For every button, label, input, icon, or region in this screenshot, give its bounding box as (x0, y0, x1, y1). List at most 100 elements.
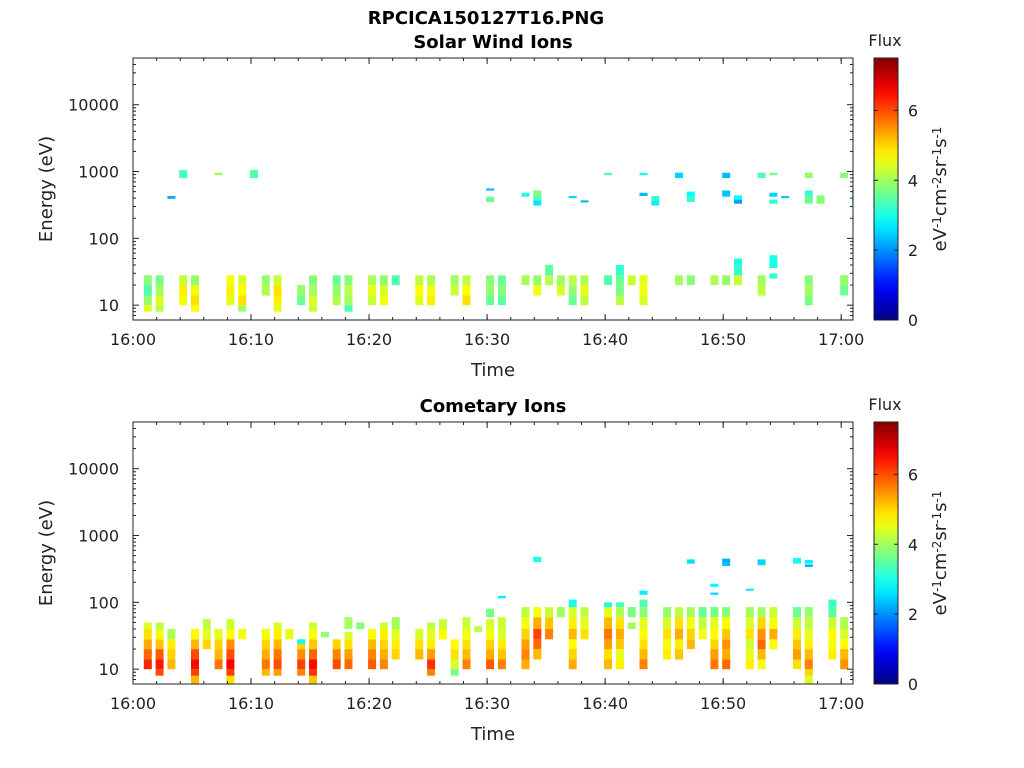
spectrogram-cell (261, 275, 270, 286)
spectrogram-cell (840, 285, 849, 296)
unit-exponent: -2 (930, 541, 944, 553)
spectrogram-cell (427, 628, 436, 640)
spectrogram-cell (745, 639, 754, 650)
x-tick-label: 16:40 (582, 330, 628, 349)
spectrogram-cell (710, 639, 719, 650)
spectrogram-cell (686, 559, 695, 564)
spectrogram-cell (379, 649, 388, 660)
colorbar-tick-label: 2 (908, 605, 918, 624)
spectrogram-cell (462, 639, 471, 650)
spectrogram-cell (745, 649, 754, 660)
spectrogram-cell (155, 622, 164, 629)
spectrogram-cell (167, 639, 176, 650)
spectrogram-cell (604, 607, 613, 618)
spectrogram-cell (379, 639, 388, 650)
spectrogram-cell (261, 659, 270, 670)
spectrogram-cell (580, 617, 589, 629)
spectrogram-cell (238, 295, 247, 306)
spectrogram-cell (309, 295, 317, 306)
spectrogram-cell (273, 669, 282, 676)
spectrogram-cell (722, 649, 731, 660)
spectrogram-cell (521, 649, 530, 660)
spectrogram-cell (840, 275, 849, 286)
spectrogram-cell (545, 275, 554, 286)
spectrogram-cell (309, 622, 317, 629)
x-tick-label: 16:10 (228, 694, 274, 713)
spectrogram-cell (143, 285, 152, 296)
spectrogram-cell (722, 275, 731, 286)
spectrogram-cell (450, 285, 459, 296)
spectrogram-cell (580, 275, 589, 286)
spectrogram-cell (332, 659, 341, 670)
spectrogram-cell (462, 628, 471, 640)
spectrogram-cell (191, 275, 199, 286)
spectrogram-cell (521, 192, 530, 197)
spectrogram-cell (675, 172, 683, 178)
spectrogram-cell (521, 639, 530, 650)
spectrogram-cell (297, 659, 306, 670)
spectrogram-cell (639, 649, 648, 660)
spectrogram-cell (486, 295, 495, 306)
spectrogram-cell (415, 275, 424, 286)
spectrogram-cell (615, 295, 624, 306)
spectrogram-cell (545, 607, 554, 618)
spectrogram-cell (769, 617, 778, 629)
spectrogram-cell (261, 639, 270, 650)
spectrogram-cell (497, 659, 506, 670)
spectrogram-cell (722, 190, 731, 197)
spectrogram-cell (391, 617, 400, 629)
spectrogram-cell (191, 295, 199, 306)
spectrogram-cell (568, 295, 577, 306)
spectrogram-cell (722, 617, 731, 629)
y-tick-label: 100 (88, 229, 119, 248)
x-tick-label: 16:00 (110, 330, 156, 349)
spectrogram-cell (663, 607, 672, 618)
spectrogram-cell (710, 275, 719, 286)
x-tick-label: 16:30 (464, 694, 510, 713)
spectrogram-cell (368, 649, 377, 660)
spectrogram-cell (368, 659, 377, 670)
spectrogram-cell (615, 617, 624, 629)
spectrogram-cell (722, 639, 731, 650)
spectrogram-cell (615, 602, 624, 608)
y-tick-label: 10 (99, 296, 119, 315)
unit-exponent: -1 (930, 127, 944, 139)
spectrogram-cell (497, 295, 506, 306)
spectrogram-cell (462, 285, 471, 296)
spectrogram-cell (828, 607, 837, 618)
unit-base: eV (930, 591, 951, 615)
spectrogram-cell (745, 628, 754, 640)
spectrogram-cell (521, 275, 530, 286)
spectrogram-cell (202, 619, 211, 629)
spectrogram-cell (816, 195, 825, 204)
spectrogram-cell (804, 172, 813, 178)
spectrogram-cell (379, 628, 388, 640)
spectrogram-cell (486, 188, 495, 191)
spectrogram-cells (143, 170, 853, 312)
spectrogram-cell (486, 649, 495, 660)
spectrogram-cell (545, 617, 554, 629)
spectrogram-cell (793, 649, 801, 660)
spectrogram-cell (427, 659, 436, 670)
spectrogram-cell (415, 295, 424, 306)
spectrogram-cell (804, 190, 813, 197)
spectrogram-cell (533, 200, 542, 206)
spectrogram-cell (521, 607, 530, 618)
spectrogram-cell (545, 628, 554, 640)
spectrogram-cell (191, 639, 199, 650)
spectrogram-cell (545, 264, 554, 276)
spectrogram-cell (214, 639, 223, 650)
spectrogram-cell (273, 622, 282, 629)
spectrogram-cell (521, 628, 530, 640)
spectrogram-cell (214, 659, 223, 670)
spectrogram-cell (344, 617, 353, 629)
spectrogram-cell (804, 295, 813, 306)
spectrogram-cell (615, 628, 624, 640)
spectrogram-cell (297, 285, 306, 296)
spectrogram-cell (226, 275, 235, 286)
spectrogram-cell (604, 628, 613, 640)
x-tick-label: 16:20 (346, 330, 392, 349)
spectrogram-cell (238, 275, 247, 286)
spectrogram-cell (391, 628, 400, 640)
